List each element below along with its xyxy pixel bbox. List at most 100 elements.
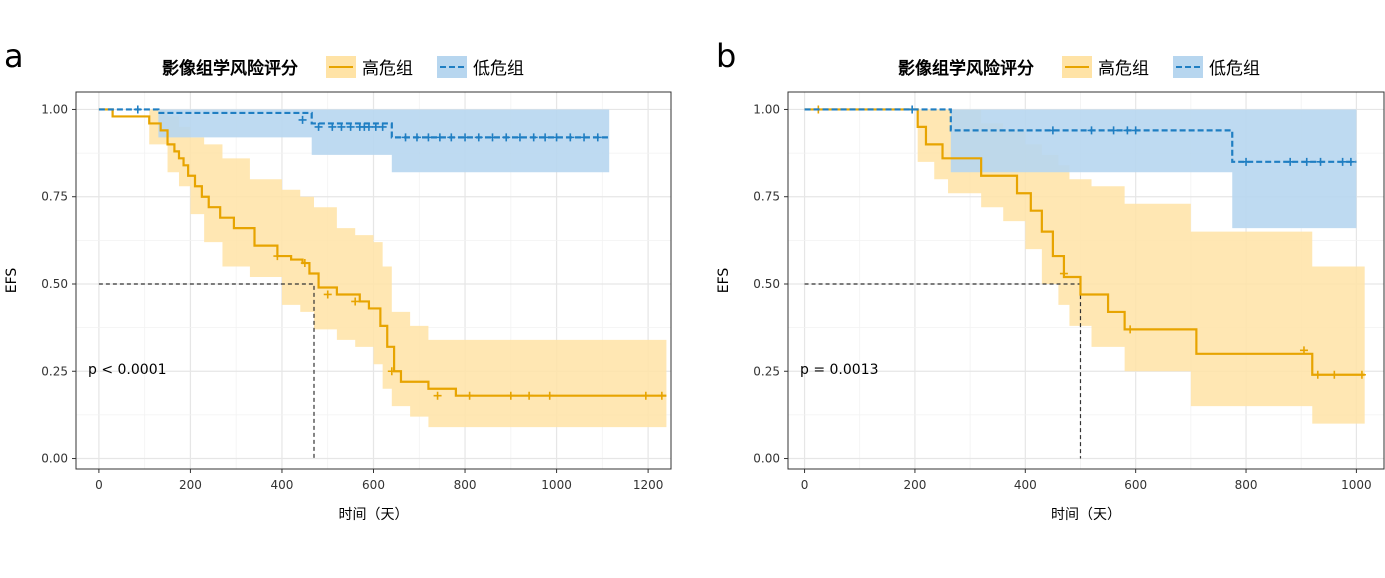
censor-mark: [580, 133, 589, 142]
legend-key-high-icon: [326, 55, 356, 78]
legend-item-low: 低危组: [1173, 54, 1260, 79]
censor-mark: [1330, 370, 1339, 379]
censor-mark: [1123, 126, 1132, 135]
p-value-label: p = 0.0013: [800, 362, 879, 378]
censor-mark: [273, 252, 282, 261]
panel-a: a 影像组学风险评分 高危组 低危组 0 200 400 600 800 1000 1200…: [0, 0, 692, 578]
censor-mark: [1313, 370, 1322, 379]
censor-mark: [515, 133, 524, 142]
ci-band-1: [950, 109, 1357, 229]
censor-mark: [323, 290, 332, 299]
censor-mark: [1338, 157, 1347, 166]
censor-mark: [1242, 157, 1251, 166]
censor-mark: [541, 133, 550, 142]
x-tick-label: 1200: [633, 478, 664, 492]
y-axis-title: EFS: [716, 268, 732, 294]
panel-letter: b: [716, 37, 737, 75]
x-tick-label: 200: [903, 478, 926, 492]
censor-mark: [1048, 126, 1057, 135]
censor-mark: [1059, 269, 1068, 278]
y-tick-label: 1.00: [753, 102, 780, 116]
y-tick-label: 0.25: [753, 364, 780, 378]
legend-label-low: 低危组: [473, 59, 524, 79]
censor-mark: [351, 297, 360, 306]
censor-mark: [371, 122, 380, 131]
censor-mark: [435, 133, 444, 142]
censor-mark: [424, 133, 433, 142]
censor-mark: [1357, 370, 1366, 379]
x-tick-label: 1000: [541, 478, 572, 492]
x-tick-label: 1000: [1341, 478, 1372, 492]
censor-mark: [488, 133, 497, 142]
censor-mark: [1316, 157, 1325, 166]
x-tick-label: 0: [95, 478, 103, 492]
legend-label-high: 高危组: [1098, 59, 1149, 79]
censor-mark: [545, 391, 554, 400]
censor-mark: [566, 133, 575, 142]
censor-mark: [908, 105, 917, 114]
y-tick-label: 0.00: [753, 452, 780, 466]
censor-mark: [1109, 126, 1118, 135]
y-tick-label: 0.75: [41, 190, 68, 204]
legend-key-low-icon: [1173, 55, 1203, 78]
legend: 影像组学风险评分 高危组 低危组: [898, 54, 1274, 79]
legend: 影像组学风险评分 高危组 低危组: [162, 54, 538, 79]
legend-label-low: 低危组: [1209, 59, 1260, 79]
legend-item-high: 高危组: [326, 54, 413, 79]
censor-mark: [593, 133, 602, 142]
censor-mark: [133, 105, 142, 114]
censor-mark: [378, 122, 387, 131]
survival-curve-0: [98, 108, 667, 397]
x-axis-title: 时间（天）: [339, 507, 409, 523]
censor-mark: [401, 133, 410, 142]
panel-letter: a: [4, 37, 24, 75]
censor-mark: [328, 122, 337, 131]
ci-band-0: [804, 109, 1365, 424]
x-axis-title: 时间（天）: [1051, 507, 1121, 523]
p-value-label: p < 0.0001: [88, 362, 167, 378]
x-tick-label: 0: [801, 478, 809, 492]
censor-mark: [1346, 157, 1355, 166]
y-axis-title: EFS: [4, 268, 20, 294]
censor-mark: [337, 122, 346, 131]
censor-mark: [529, 133, 538, 142]
censor-mark: [300, 259, 309, 268]
legend-item-high: 高危组: [1062, 54, 1149, 79]
x-tick-label: 400: [271, 478, 294, 492]
ci-band-1: [158, 109, 610, 173]
legend-key-high-icon: [1062, 55, 1092, 78]
y-tick-label: 0.25: [41, 364, 68, 378]
censor-mark: [657, 391, 666, 400]
median-reference-line: [98, 283, 315, 459]
x-tick-label: 800: [454, 478, 477, 492]
censor-mark: [641, 391, 650, 400]
censor-mark: [1302, 157, 1311, 166]
censor-mark: [314, 122, 323, 131]
censor-mark: [1299, 346, 1308, 355]
censor-mark: [1087, 126, 1096, 135]
censor-mark: [502, 133, 511, 142]
panel-b: b 影像组学风险评分 高危组 低危组 0 200 400 600 800 1000 0.00…: [692, 0, 1385, 578]
censor-mark: [474, 133, 483, 142]
survival-curve-0: [804, 108, 1365, 376]
km-chart-b: 0 200 400 600 800 1000 0.00 0.25 0.50 0.75 1.00 时间（…: [716, 91, 1385, 523]
censor-mark: [447, 133, 456, 142]
x-tick-label: 600: [362, 478, 385, 492]
censor-mark: [346, 122, 355, 131]
survival-curve-1: [98, 108, 610, 139]
legend-label-high: 高危组: [362, 59, 413, 79]
x-tick-label: 800: [1235, 478, 1258, 492]
km-chart-a: 0 200 400 600 800 1000 1200 0.00 0.25 0.50 0.75 1.0…: [4, 91, 672, 523]
censor-mark: [298, 115, 307, 124]
x-tick-label: 200: [179, 478, 202, 492]
ci-band-0: [98, 109, 667, 428]
censor-mark: [1131, 126, 1140, 135]
censor-mark: [1286, 157, 1295, 166]
legend-title: 影像组学风险评分: [162, 59, 298, 79]
y-tick-label: 0.75: [753, 190, 780, 204]
x-tick-label: 400: [1014, 478, 1037, 492]
y-tick-label: 1.00: [41, 102, 68, 116]
censor-mark: [433, 391, 442, 400]
censor-mark: [465, 391, 474, 400]
censor-mark: [364, 122, 373, 131]
